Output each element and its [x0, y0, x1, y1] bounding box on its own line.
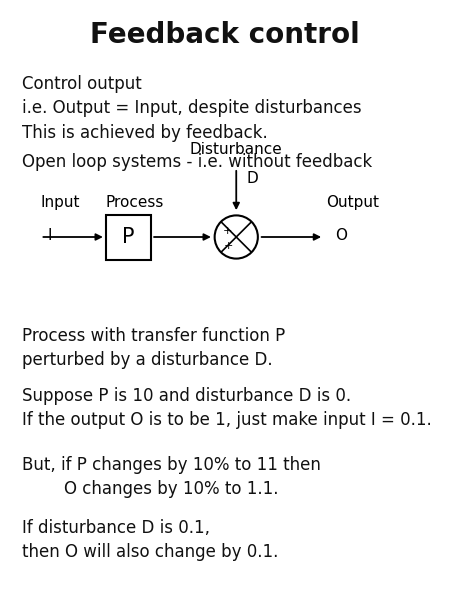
Text: Input: Input [40, 195, 80, 210]
Text: Disturbance: Disturbance [190, 142, 283, 157]
Text: Process: Process [106, 195, 164, 210]
Text: Suppose P is 10 and disturbance D is 0.
If the output O is to be 1, just make in: Suppose P is 10 and disturbance D is 0. … [22, 387, 432, 430]
Text: Control output
i.e. Output = Input, despite disturbances
This is achieved by fee: Control output i.e. Output = Input, desp… [22, 75, 362, 142]
Text: O: O [335, 228, 347, 243]
Text: Output: Output [326, 195, 379, 210]
Text: Feedback control: Feedback control [90, 21, 360, 49]
Text: I: I [47, 228, 52, 243]
Text: P: P [122, 227, 135, 247]
Text: +: + [223, 241, 233, 251]
Text: +: + [222, 226, 232, 236]
Text: Process with transfer function P
perturbed by a disturbance D.: Process with transfer function P perturb… [22, 327, 286, 369]
Text: Open loop systems - i.e. without feedback: Open loop systems - i.e. without feedbac… [22, 153, 373, 171]
Ellipse shape [215, 215, 258, 259]
FancyBboxPatch shape [106, 214, 151, 259]
Text: If disturbance D is 0.1,
then O will also change by 0.1.: If disturbance D is 0.1, then O will als… [22, 519, 279, 562]
Text: D: D [247, 171, 258, 186]
Text: But, if P changes by 10% to 11 then
        O changes by 10% to 1.1.: But, if P changes by 10% to 11 then O ch… [22, 456, 321, 498]
